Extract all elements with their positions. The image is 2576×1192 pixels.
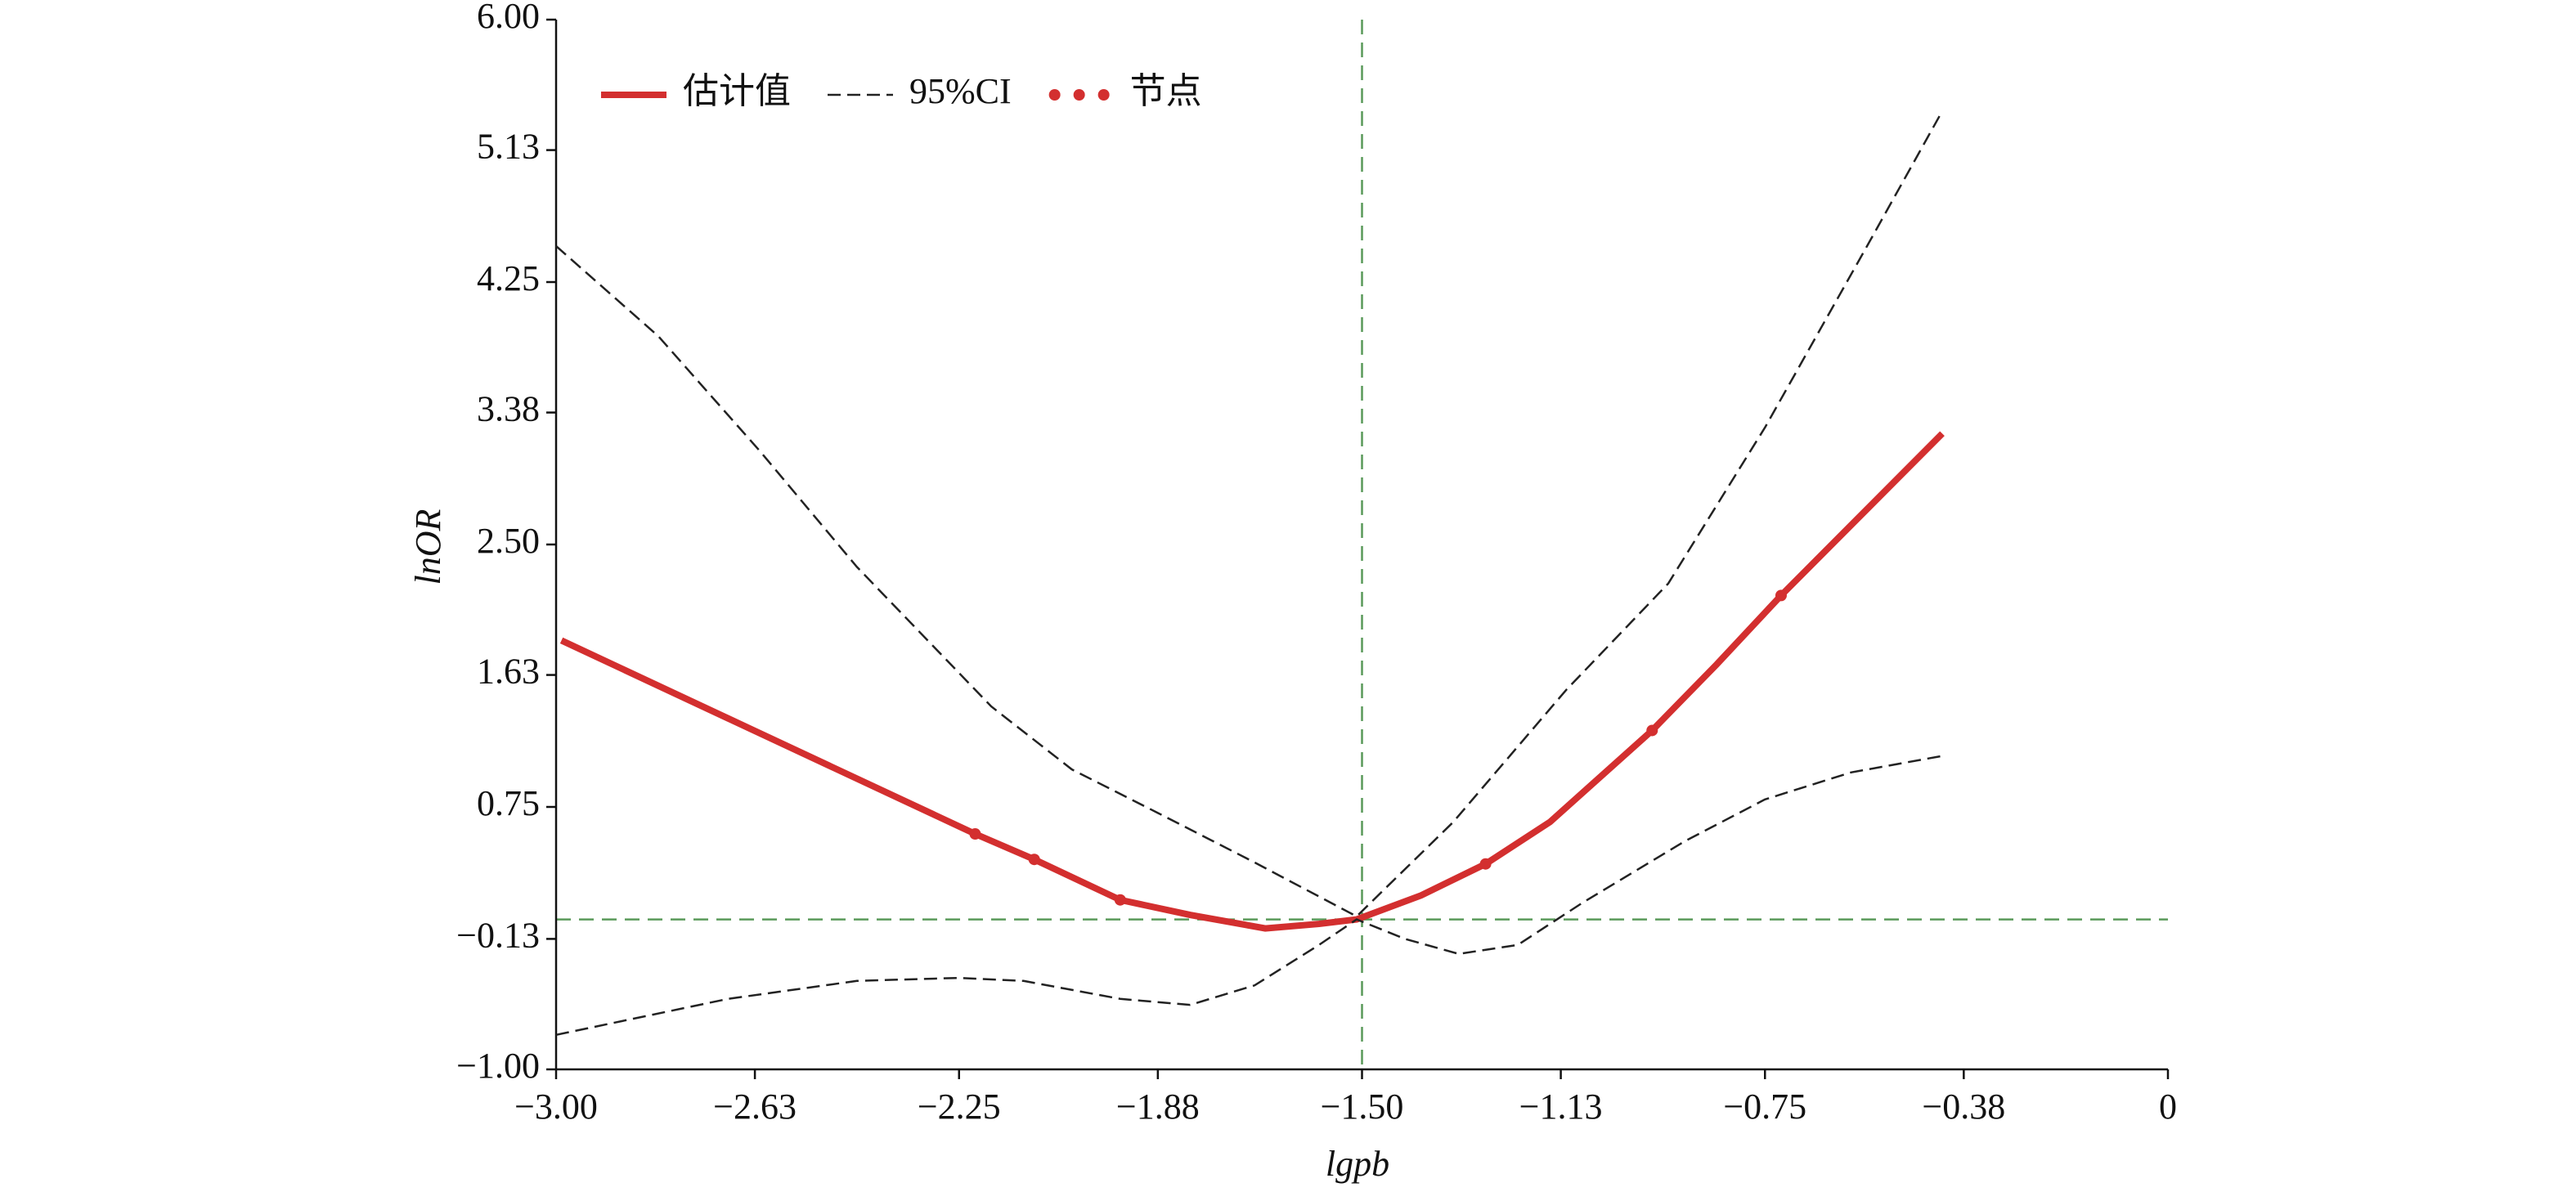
legend-symbol bbox=[1097, 89, 1110, 101]
knot bbox=[1775, 589, 1787, 602]
x-tick-label: −3.00 bbox=[514, 1087, 598, 1127]
x-tick-label: −1.50 bbox=[1321, 1087, 1404, 1127]
knot bbox=[1028, 854, 1040, 866]
legend-label: 估计值 bbox=[683, 71, 791, 111]
y-tick-label: 1.63 bbox=[477, 652, 540, 692]
y-tick-label: 2.50 bbox=[477, 521, 540, 561]
y-tick-label: 6.00 bbox=[477, 0, 540, 36]
knot bbox=[969, 828, 981, 840]
y-tick-label: 5.13 bbox=[477, 127, 540, 167]
legend-symbol bbox=[1048, 89, 1061, 101]
ci-line bbox=[555, 110, 1944, 918]
knot bbox=[1646, 724, 1658, 737]
y-tick-label: 0.75 bbox=[477, 783, 540, 823]
y-tick-label: 3.38 bbox=[477, 389, 540, 429]
y-tick-label: −1.00 bbox=[456, 1046, 540, 1086]
estimate-line bbox=[559, 431, 1945, 932]
legend-symbol bbox=[1073, 89, 1085, 101]
x-tick-label: −2.63 bbox=[713, 1087, 797, 1127]
knot bbox=[1479, 858, 1492, 870]
x-tick-label: −1.88 bbox=[1116, 1087, 1200, 1127]
legend-label: 节点 bbox=[1130, 71, 1202, 111]
knot bbox=[1114, 894, 1126, 906]
ci-line bbox=[555, 755, 1943, 1037]
y-tick-label: 4.25 bbox=[477, 258, 540, 298]
x-tick-label: 0 bbox=[2159, 1087, 2177, 1127]
x-axis-label: lgpb bbox=[1326, 1144, 1389, 1184]
y-axis-label: lnOR bbox=[408, 509, 448, 585]
x-tick-label: −1.13 bbox=[1519, 1087, 1603, 1127]
x-tick-label: −0.75 bbox=[1723, 1087, 1806, 1127]
x-tick-label: −2.25 bbox=[918, 1087, 1001, 1127]
x-tick-label: −0.38 bbox=[1922, 1087, 2005, 1127]
legend-label: 95%CI bbox=[909, 71, 1012, 111]
y-tick-label: −0.13 bbox=[456, 916, 540, 956]
